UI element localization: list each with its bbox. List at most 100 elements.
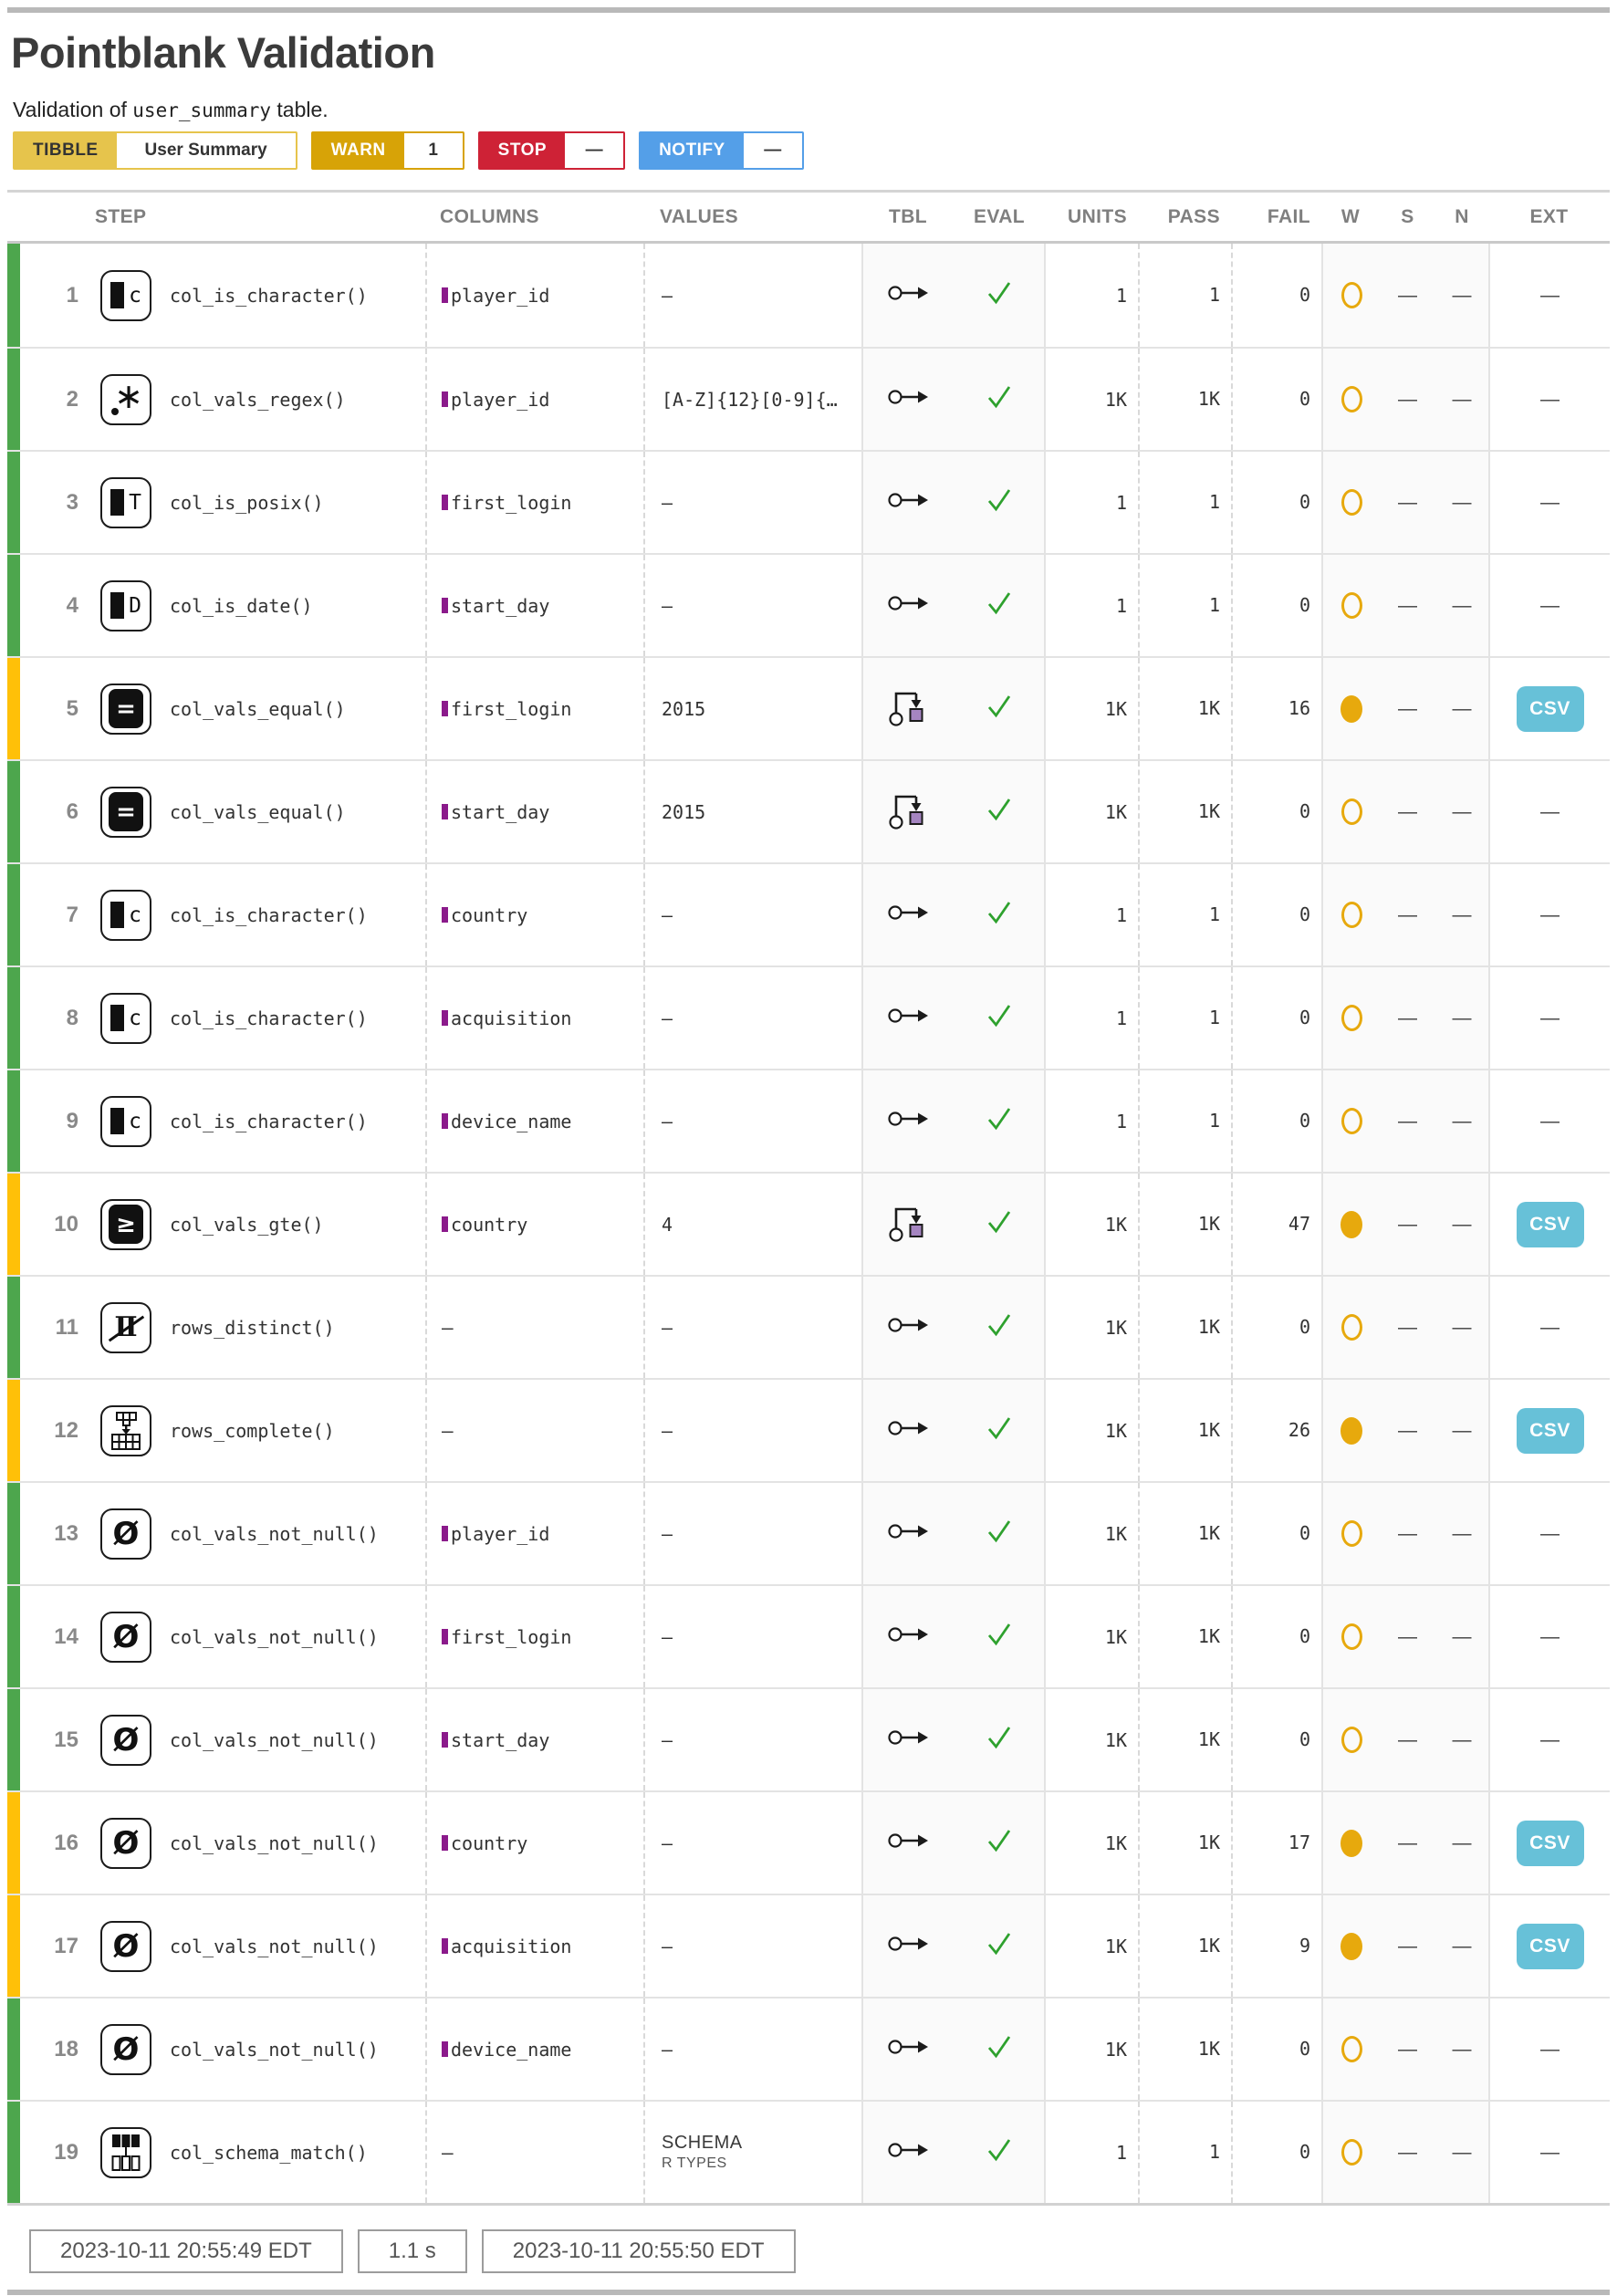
table-row: 17Øcol_vals_not_null()acquisition—1K1K0.… — [7, 1894, 1610, 1997]
stop-cell: — — [1380, 1483, 1435, 1584]
pass-values: 1K0.98 — [1198, 1418, 1220, 1443]
eval-cell — [955, 1070, 1044, 1172]
units-cell: 1K — [1044, 761, 1138, 862]
step-number: 11 — [55, 1314, 78, 1340]
schema-line1: SCHEMA — [662, 2133, 743, 2153]
extract-dash: — — [1540, 284, 1560, 306]
stop-dash: — — [1398, 1625, 1417, 1647]
pass-count: 1 — [1208, 1007, 1220, 1028]
column-name: acquisition — [451, 1007, 572, 1029]
pass-count: 1K — [1197, 800, 1220, 822]
csv-download-button[interactable]: CSV — [1516, 1201, 1584, 1247]
table-direct-icon — [887, 1724, 931, 1756]
csv-download-button[interactable]: CSV — [1516, 685, 1584, 732]
empty-dash: — — [442, 2141, 454, 2164]
step-number: 5 — [66, 695, 78, 721]
top-divider — [7, 7, 1610, 13]
column-name: acquisition — [451, 1935, 572, 1957]
units-value: 1K — [1104, 1625, 1127, 1648]
extract-cell: CSV — [1488, 658, 1610, 759]
warn-cell — [1321, 555, 1380, 656]
notify-dash: — — [1452, 1728, 1472, 1750]
eval-cell — [955, 967, 1044, 1069]
pass-values: 1K0.99 — [1198, 696, 1220, 721]
column-marker-icon — [442, 391, 448, 407]
pass-cell: 11.00 — [1138, 555, 1231, 656]
status-strip-pass — [7, 1586, 20, 1687]
warn-indicator-icon — [1341, 489, 1362, 516]
csv-download-button[interactable]: CSV — [1516, 1923, 1584, 1969]
step-cell: 2 ∗ col_vals_regex() — [7, 349, 425, 450]
warn-cell — [1321, 1586, 1380, 1687]
extract-dash: — — [1540, 1625, 1560, 1647]
stop-cell: — — [1380, 1999, 1435, 2100]
table-row: 18Øcol_vals_not_null()device_name—1K1K1.… — [7, 1997, 1610, 2100]
schema-line2: R TYPES — [662, 2155, 727, 2171]
stop-dash: — — [1398, 1213, 1417, 1235]
table-preconditions-icon — [888, 686, 930, 731]
notify-cell: — — [1435, 1070, 1488, 1172]
pass-count: 1K — [1197, 1213, 1220, 1235]
header-step: STEP — [95, 205, 147, 227]
eval-cell — [955, 1792, 1044, 1894]
fail-count: 0 — [1299, 1110, 1310, 1132]
columns-cell: start_day — [425, 1689, 643, 1790]
warn-indicator-icon — [1341, 1520, 1362, 1547]
fail-cell: 00.00 — [1231, 244, 1321, 347]
stop-dash: — — [1398, 1522, 1417, 1544]
eval-cell — [955, 1895, 1044, 1997]
eval-check-icon — [985, 899, 1014, 931]
notify-dash: — — [1452, 1625, 1472, 1647]
step-cell: 7 c col_is_character() — [7, 864, 425, 965]
column-marker-icon — [442, 1010, 448, 1026]
col-vals-gte-icon: ≥ — [100, 1198, 151, 1250]
validation-function: col_is_date() — [170, 594, 313, 617]
extract-dash: — — [1540, 2038, 1560, 2060]
warn-indicator-icon — [1341, 902, 1362, 928]
units-cell: 1K — [1044, 349, 1138, 450]
stop-cell: — — [1380, 1689, 1435, 1790]
notify-dash: — — [1452, 1419, 1472, 1441]
table-body: 1ccol_is_character()player_id—111.0000.0… — [7, 244, 1610, 2206]
validation-function: col_is_character() — [170, 284, 368, 307]
warn-cell — [1321, 1689, 1380, 1790]
pass-cell: 1K1.00 — [1138, 349, 1231, 450]
fail-count: 0 — [1299, 2141, 1310, 2163]
csv-download-button[interactable]: CSV — [1516, 1820, 1584, 1866]
fail-cell: 00.00 — [1231, 2102, 1321, 2203]
table-direct-icon — [887, 1311, 931, 1343]
units-value: 1 — [1115, 284, 1127, 307]
badge-value: — — [565, 133, 624, 168]
stop-cell: — — [1380, 967, 1435, 1069]
column-marker-icon — [442, 1216, 448, 1232]
warn-cell — [1321, 1174, 1380, 1275]
status-strip-pass — [7, 1999, 20, 2100]
col-vals-not-null-icon: Ø — [100, 1920, 151, 1972]
table-direct-icon — [887, 1002, 931, 1034]
step-number: 15 — [54, 1727, 78, 1752]
pass-values: 11.00 — [1209, 903, 1220, 927]
header-values: VALUES — [660, 205, 739, 227]
csv-download-button[interactable]: CSV — [1516, 1407, 1584, 1454]
fail-values: 00.00 — [1299, 903, 1310, 927]
pass-cell: 1K1.00 — [1138, 761, 1231, 862]
status-strip-pass — [7, 1277, 20, 1378]
step-cell: 8 c col_is_character() — [7, 967, 425, 1069]
notify-dash: — — [1452, 284, 1472, 306]
warn-indicator-icon — [1341, 1005, 1362, 1031]
step-number: 16 — [54, 1830, 78, 1855]
column-name: first_login — [451, 1625, 572, 1648]
eval-cell — [955, 244, 1044, 347]
warn-indicator-icon — [1341, 1727, 1362, 1753]
column-marker-icon — [442, 804, 448, 819]
pass-values: 1K0.99 — [1198, 1934, 1220, 1958]
columns-cell: country — [425, 1792, 643, 1894]
table-preconditions-icon — [888, 789, 930, 834]
table-row: 16Øcol_vals_not_null()country—1K1K0.9917… — [7, 1790, 1610, 1894]
columns-cell: player_id — [425, 1483, 643, 1584]
stop-dash: — — [1398, 800, 1417, 822]
tbl-cell — [861, 452, 955, 553]
eval-cell — [955, 1689, 1044, 1790]
